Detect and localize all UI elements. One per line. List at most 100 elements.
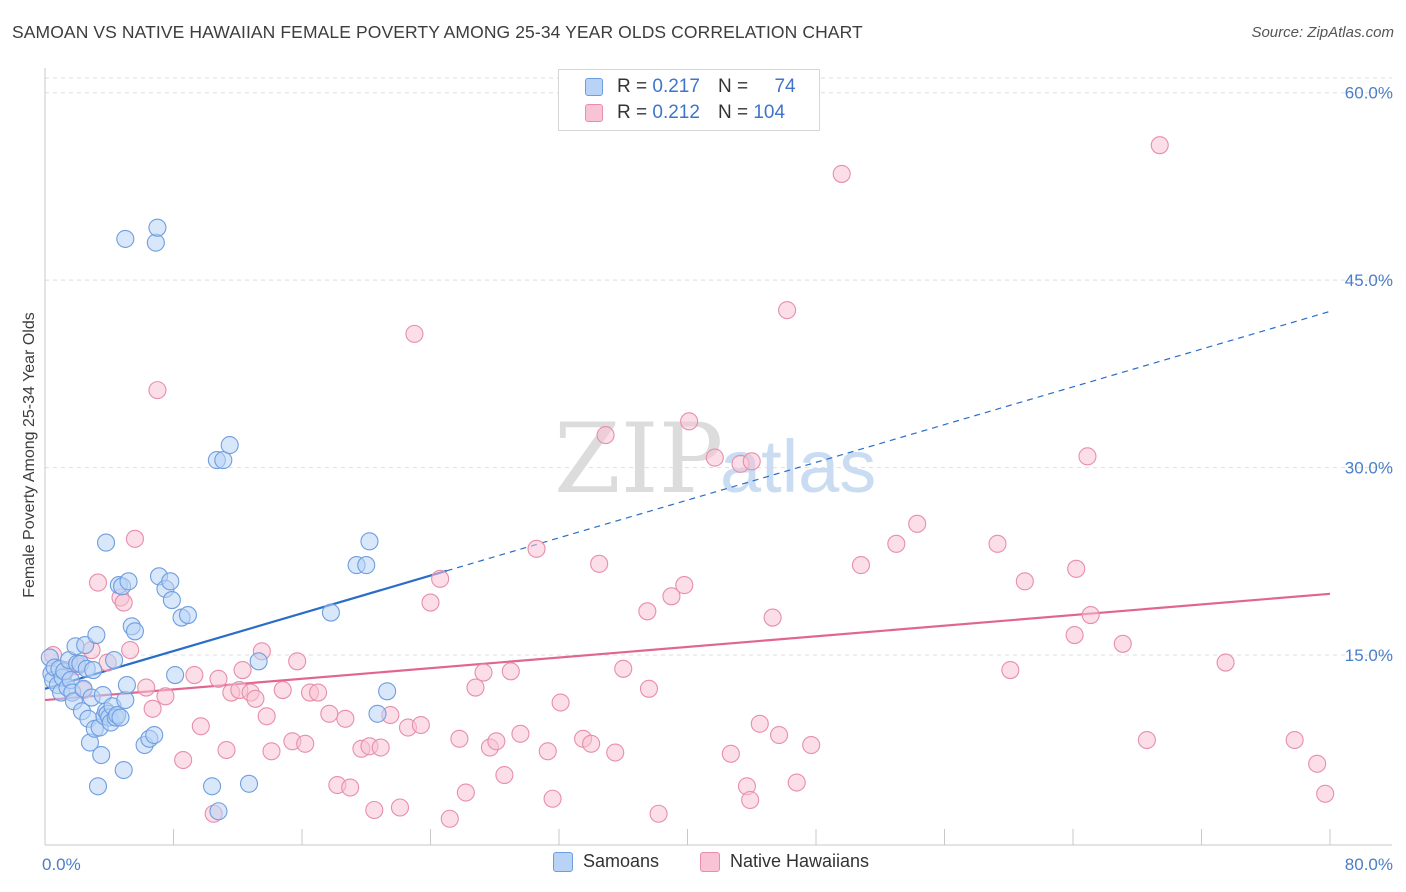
native-hawaiian-point — [296, 734, 315, 753]
native-hawaiian-point — [778, 301, 797, 320]
bottom-legend-label-native-hawaiians: Native Hawaiians — [730, 851, 870, 871]
native-hawaiian-point — [649, 804, 668, 823]
samoan-point — [368, 704, 387, 723]
samoan-point — [203, 777, 222, 796]
samoan-point — [92, 745, 111, 765]
native-hawaiian-point — [336, 709, 355, 728]
native-hawaiian-point — [1001, 660, 1020, 680]
native-hawaiian-point — [125, 529, 144, 548]
native-hawaiian-point — [606, 743, 625, 762]
bottom-legend-swatch-native-hawaiians — [700, 851, 720, 872]
native-hawaiian-point — [217, 740, 236, 760]
native-hawaiian-point — [320, 704, 339, 723]
native-hawaiian-point — [143, 699, 162, 718]
native-hawaiian-point — [750, 714, 769, 733]
native-hawaiian-point — [341, 778, 360, 797]
native-hawaiian-point — [1308, 754, 1327, 773]
native-hawaiian-point — [662, 587, 681, 606]
native-hawaiian-point — [1065, 626, 1084, 645]
native-hawaiian-point — [1078, 447, 1097, 466]
samoan-point — [148, 218, 167, 237]
native-hawaiian-point — [675, 576, 694, 595]
native-hawaiian-point — [421, 593, 440, 612]
gridlines — [45, 77, 1392, 656]
samoan-point — [116, 690, 135, 710]
native-hawaiian-point — [262, 742, 281, 761]
native-hawaiian-point — [614, 659, 633, 678]
samoan-point — [87, 626, 106, 645]
native-hawaiian-point — [590, 554, 609, 573]
native-hawaiian-point — [638, 602, 657, 621]
native-hawaiian-point — [1316, 784, 1335, 803]
native-hawaiian-point — [511, 724, 530, 743]
tick-labels: 15.0% 30.0% 45.0% 60.0% 0.0% 80.0% — [42, 84, 1393, 874]
samoan-point — [145, 725, 164, 745]
native-hawaiian-point — [1067, 559, 1086, 578]
samoan-point — [220, 436, 239, 455]
samoan-point — [360, 532, 379, 551]
samoan-points — [40, 218, 397, 821]
native-hawaiian-point — [273, 680, 292, 700]
legend-n-value: 104 — [753, 102, 786, 123]
native-hawaiian-point — [185, 665, 204, 685]
native-hawaiian-point — [246, 689, 265, 708]
axes — [44, 68, 1392, 846]
native-hawaiian-point — [538, 742, 557, 761]
native-hawaiian-point — [174, 750, 193, 770]
legend-row-native-hawaiians: R = 0.212 N = 104 — [585, 101, 785, 125]
samoan-point — [117, 675, 136, 695]
native-hawaiian-point — [527, 539, 546, 558]
native-hawaiian-point — [639, 679, 659, 698]
native-hawaiian-point — [390, 798, 410, 817]
native-hawaiian-point — [680, 412, 699, 431]
native-hawaiian-point — [233, 660, 252, 680]
samoan-point — [378, 682, 397, 701]
native-hawaiian-point — [456, 783, 475, 802]
native-hawaiian-point — [551, 693, 570, 712]
samoan-point — [161, 572, 180, 591]
native-hawaiian-point — [887, 534, 906, 553]
native-hawaiian-point — [257, 707, 276, 726]
bottom-legend-samoans: Samoans — [553, 851, 659, 872]
native-hawaiian-point — [1015, 572, 1034, 591]
samoan-point — [178, 606, 198, 625]
x-tick-label: 80.0% — [1345, 855, 1393, 874]
samoan-point — [114, 760, 133, 780]
legend-swatch-native-hawaiians — [585, 104, 603, 122]
legend-n-label: N = — [717, 76, 749, 97]
native-hawaiian-point — [466, 678, 485, 697]
samoan-point — [116, 229, 135, 248]
native-hawaiian-point — [596, 426, 615, 445]
legend: R = 0.217 N = 74 R = 0.212 N = 104 — [558, 69, 820, 131]
native-hawaiian-point — [450, 729, 469, 748]
x-tick-label: 0.0% — [42, 855, 81, 874]
native-hawaiian-point — [156, 687, 175, 706]
native-hawaiian-point — [474, 663, 493, 682]
y-tick-label: 15.0% — [1345, 646, 1393, 665]
native-hawaiian-point — [501, 662, 520, 681]
samoan-point — [162, 591, 181, 610]
samoan-point — [84, 660, 103, 680]
native-hawaiian-point — [371, 738, 390, 757]
native-hawaiian-point — [721, 744, 740, 763]
samoan-point — [119, 572, 138, 591]
legend-swatch-samoans — [585, 78, 603, 96]
native-hawaiian-point — [582, 734, 601, 753]
samoan-point — [239, 774, 259, 793]
samoan-point — [209, 802, 228, 821]
native-hawaiian-point — [1081, 606, 1100, 625]
bottom-legend-native-hawaiians: Native Hawaiians — [700, 851, 869, 872]
legend-r-value: 0.217 — [652, 76, 700, 97]
native-hawaiian-point — [137, 678, 156, 697]
native-hawaiian-point — [431, 569, 450, 588]
legend-r-label: R = — [617, 76, 648, 97]
native-hawaiian-point — [411, 715, 430, 735]
legend-n-label: N = — [717, 102, 749, 123]
samoan-point — [321, 603, 340, 622]
native-hawaiian-point — [742, 452, 761, 471]
bottom-legend-swatch-samoans — [553, 851, 573, 872]
y-axis-title: Female Poverty Among 25-34 Year Olds — [21, 312, 38, 598]
chart-title: SAMOAN VS NATIVE HAWAIIAN FEMALE POVERTY… — [12, 22, 863, 42]
samoan-point — [96, 533, 116, 552]
native-hawaiian-point — [787, 773, 806, 792]
